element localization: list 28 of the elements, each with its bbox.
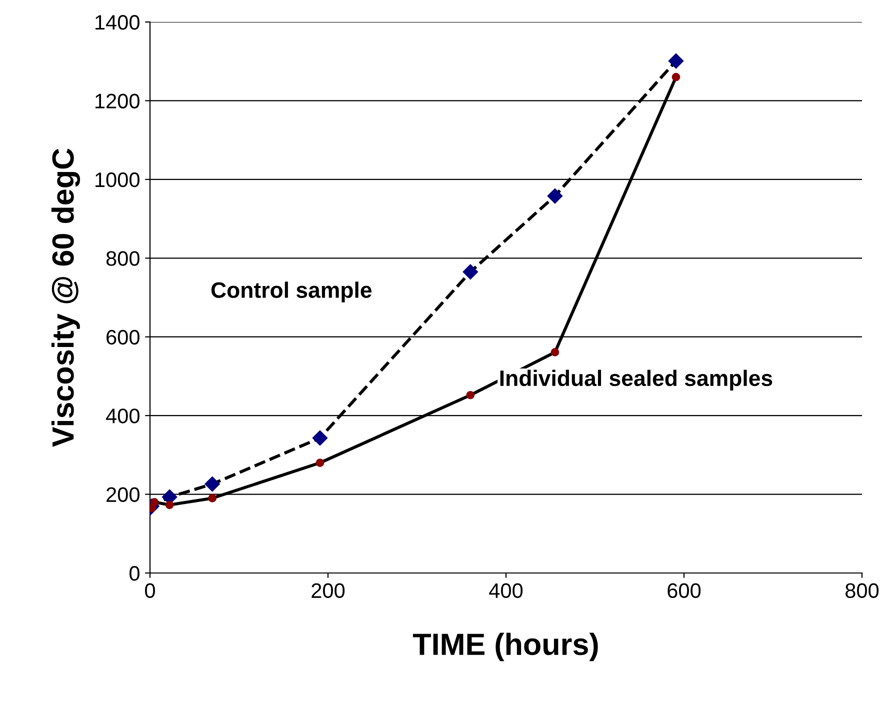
point: [466, 390, 475, 400]
y-tick-label: 0: [130, 566, 140, 581]
point: [204, 476, 220, 492]
y-tick-label: 1200: [96, 94, 140, 108]
point: [550, 348, 560, 356]
x-tick-label: 400: [489, 583, 523, 598]
point: [547, 188, 563, 204]
y-tick-label: 1400: [96, 15, 140, 30]
point: [462, 264, 478, 280]
annotation: Control sample: [211, 282, 372, 302]
x-tick-label: 200: [312, 583, 345, 598]
x-tick-label: 800: [846, 583, 879, 598]
y-tick-label: 1000: [96, 172, 140, 188]
y-tick-label: 200: [106, 487, 140, 502]
point: [316, 458, 324, 467]
annotation: Individual sealed samples: [500, 370, 772, 391]
point: [312, 430, 328, 446]
x-tick-label: 600: [668, 583, 701, 598]
point: [672, 72, 680, 82]
y-tick-label: 800: [106, 251, 140, 266]
y-axis-title: Viscosity @ 60 degC: [51, 148, 80, 447]
y-tick-label: 600: [106, 330, 140, 345]
y-tick-label: 400: [106, 408, 140, 424]
point: [668, 53, 684, 69]
x-axis-title: TIME (hours): [412, 632, 598, 662]
x-tick-label: 0: [145, 583, 155, 598]
point: [208, 494, 216, 502]
point: [165, 500, 174, 510]
